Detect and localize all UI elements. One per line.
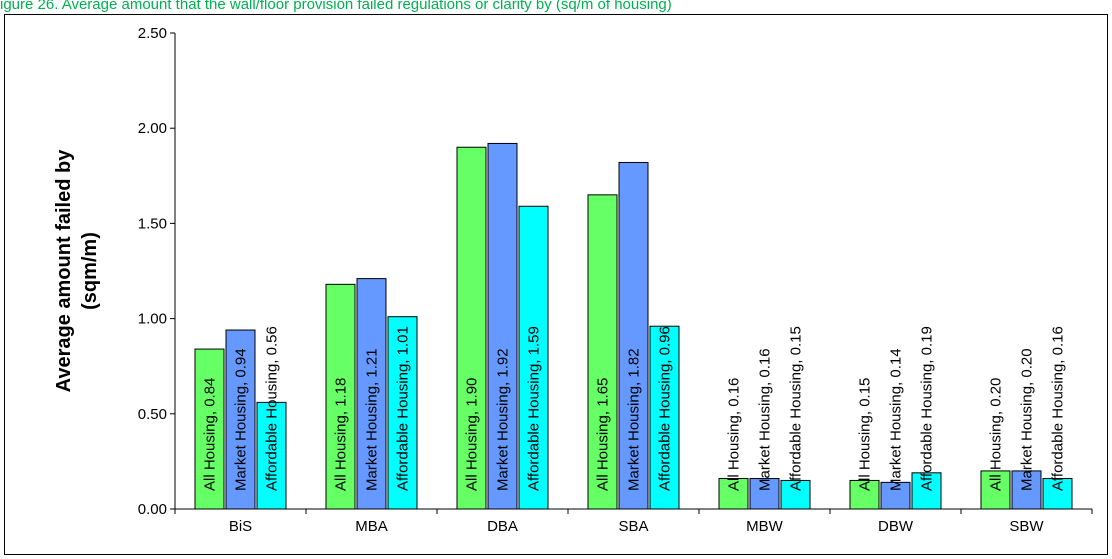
x-tick-label: MBW	[746, 518, 784, 535]
data-label: Market Housing, 1.82	[626, 348, 643, 491]
bar	[518, 205, 549, 510]
chart-title: igure 26. Average amount that the wall/f…	[0, 0, 672, 13]
y-tick-label: 0.50	[138, 406, 167, 423]
data-label: All Housing, 1.18	[333, 378, 350, 491]
y-tick-label: 1.50	[138, 215, 167, 232]
data-label: Affordable Housing, 0.96	[657, 326, 674, 491]
data-label: Affordable Housing, 1.01	[395, 326, 412, 491]
bar	[256, 401, 287, 510]
data-label: Affordable Housing, 0.16	[1050, 326, 1067, 491]
x-tick-label: BiS	[229, 518, 252, 535]
data-label: Market Housing, 1.21	[364, 348, 381, 491]
data-label: Market Housing, 0.94	[233, 348, 250, 491]
bar	[980, 470, 1011, 510]
data-label: All Housing, 1.90	[464, 378, 481, 491]
x-tick-label: SBW	[1009, 518, 1044, 535]
bar	[849, 479, 880, 510]
data-labels: All Housing, 0.84 Market Housing, 0.94 Aff…	[202, 326, 1067, 491]
bar	[225, 329, 256, 510]
data-label: Affordable Housing, 0.19	[919, 326, 936, 491]
y-tick-label: 2.50	[138, 25, 167, 42]
y-axis-title: Average amount failed by (sqm/m)	[53, 149, 101, 393]
bar	[387, 316, 418, 510]
y-axis-title-line1: Average amount failed by	[53, 149, 75, 393]
data-label: All Housing, 0.15	[857, 378, 874, 491]
bar	[749, 478, 780, 510]
data-label: Market Housing, 0.14	[888, 348, 905, 491]
y-axis-title-line2: (sqm/m)	[79, 232, 101, 310]
y-tick-label: 1.00	[138, 311, 167, 328]
data-label: Market Housing, 0.20	[1019, 348, 1036, 491]
bar	[1042, 478, 1073, 510]
data-label: Market Housing, 0.16	[757, 348, 774, 491]
y-tick-label: 2.00	[138, 120, 167, 137]
bar	[194, 348, 225, 510]
bar	[780, 479, 811, 510]
data-label: Affordable Housing, 1.59	[526, 326, 543, 491]
bar	[325, 283, 356, 510]
data-label: All Housing, 1.65	[595, 378, 612, 491]
bar	[911, 472, 942, 510]
data-label: All Housing, 0.16	[726, 378, 743, 491]
bar	[356, 278, 387, 510]
bar	[880, 481, 911, 510]
bar	[718, 478, 749, 510]
data-label: All Housing, 0.20	[988, 378, 1005, 491]
bar	[587, 194, 618, 510]
x-tick-label: DBW	[878, 518, 914, 535]
data-label: Market Housing, 1.92	[495, 348, 512, 491]
x-tick-label: SBA	[618, 518, 648, 535]
x-tick-label: DBA	[487, 518, 518, 535]
y-tick-label: 0.00	[138, 501, 167, 518]
bar	[1011, 470, 1042, 510]
bars	[194, 142, 1073, 510]
data-label: All Housing, 0.84	[202, 378, 219, 491]
bar	[487, 142, 518, 510]
bar	[456, 146, 487, 510]
data-label: Affordable Housing, 0.56	[264, 326, 281, 491]
chart-frame	[4, 14, 1108, 555]
bar	[618, 161, 649, 510]
data-label: Affordable Housing, 0.15	[788, 326, 805, 491]
bar	[649, 325, 680, 510]
x-tick-label: MBA	[355, 518, 388, 535]
